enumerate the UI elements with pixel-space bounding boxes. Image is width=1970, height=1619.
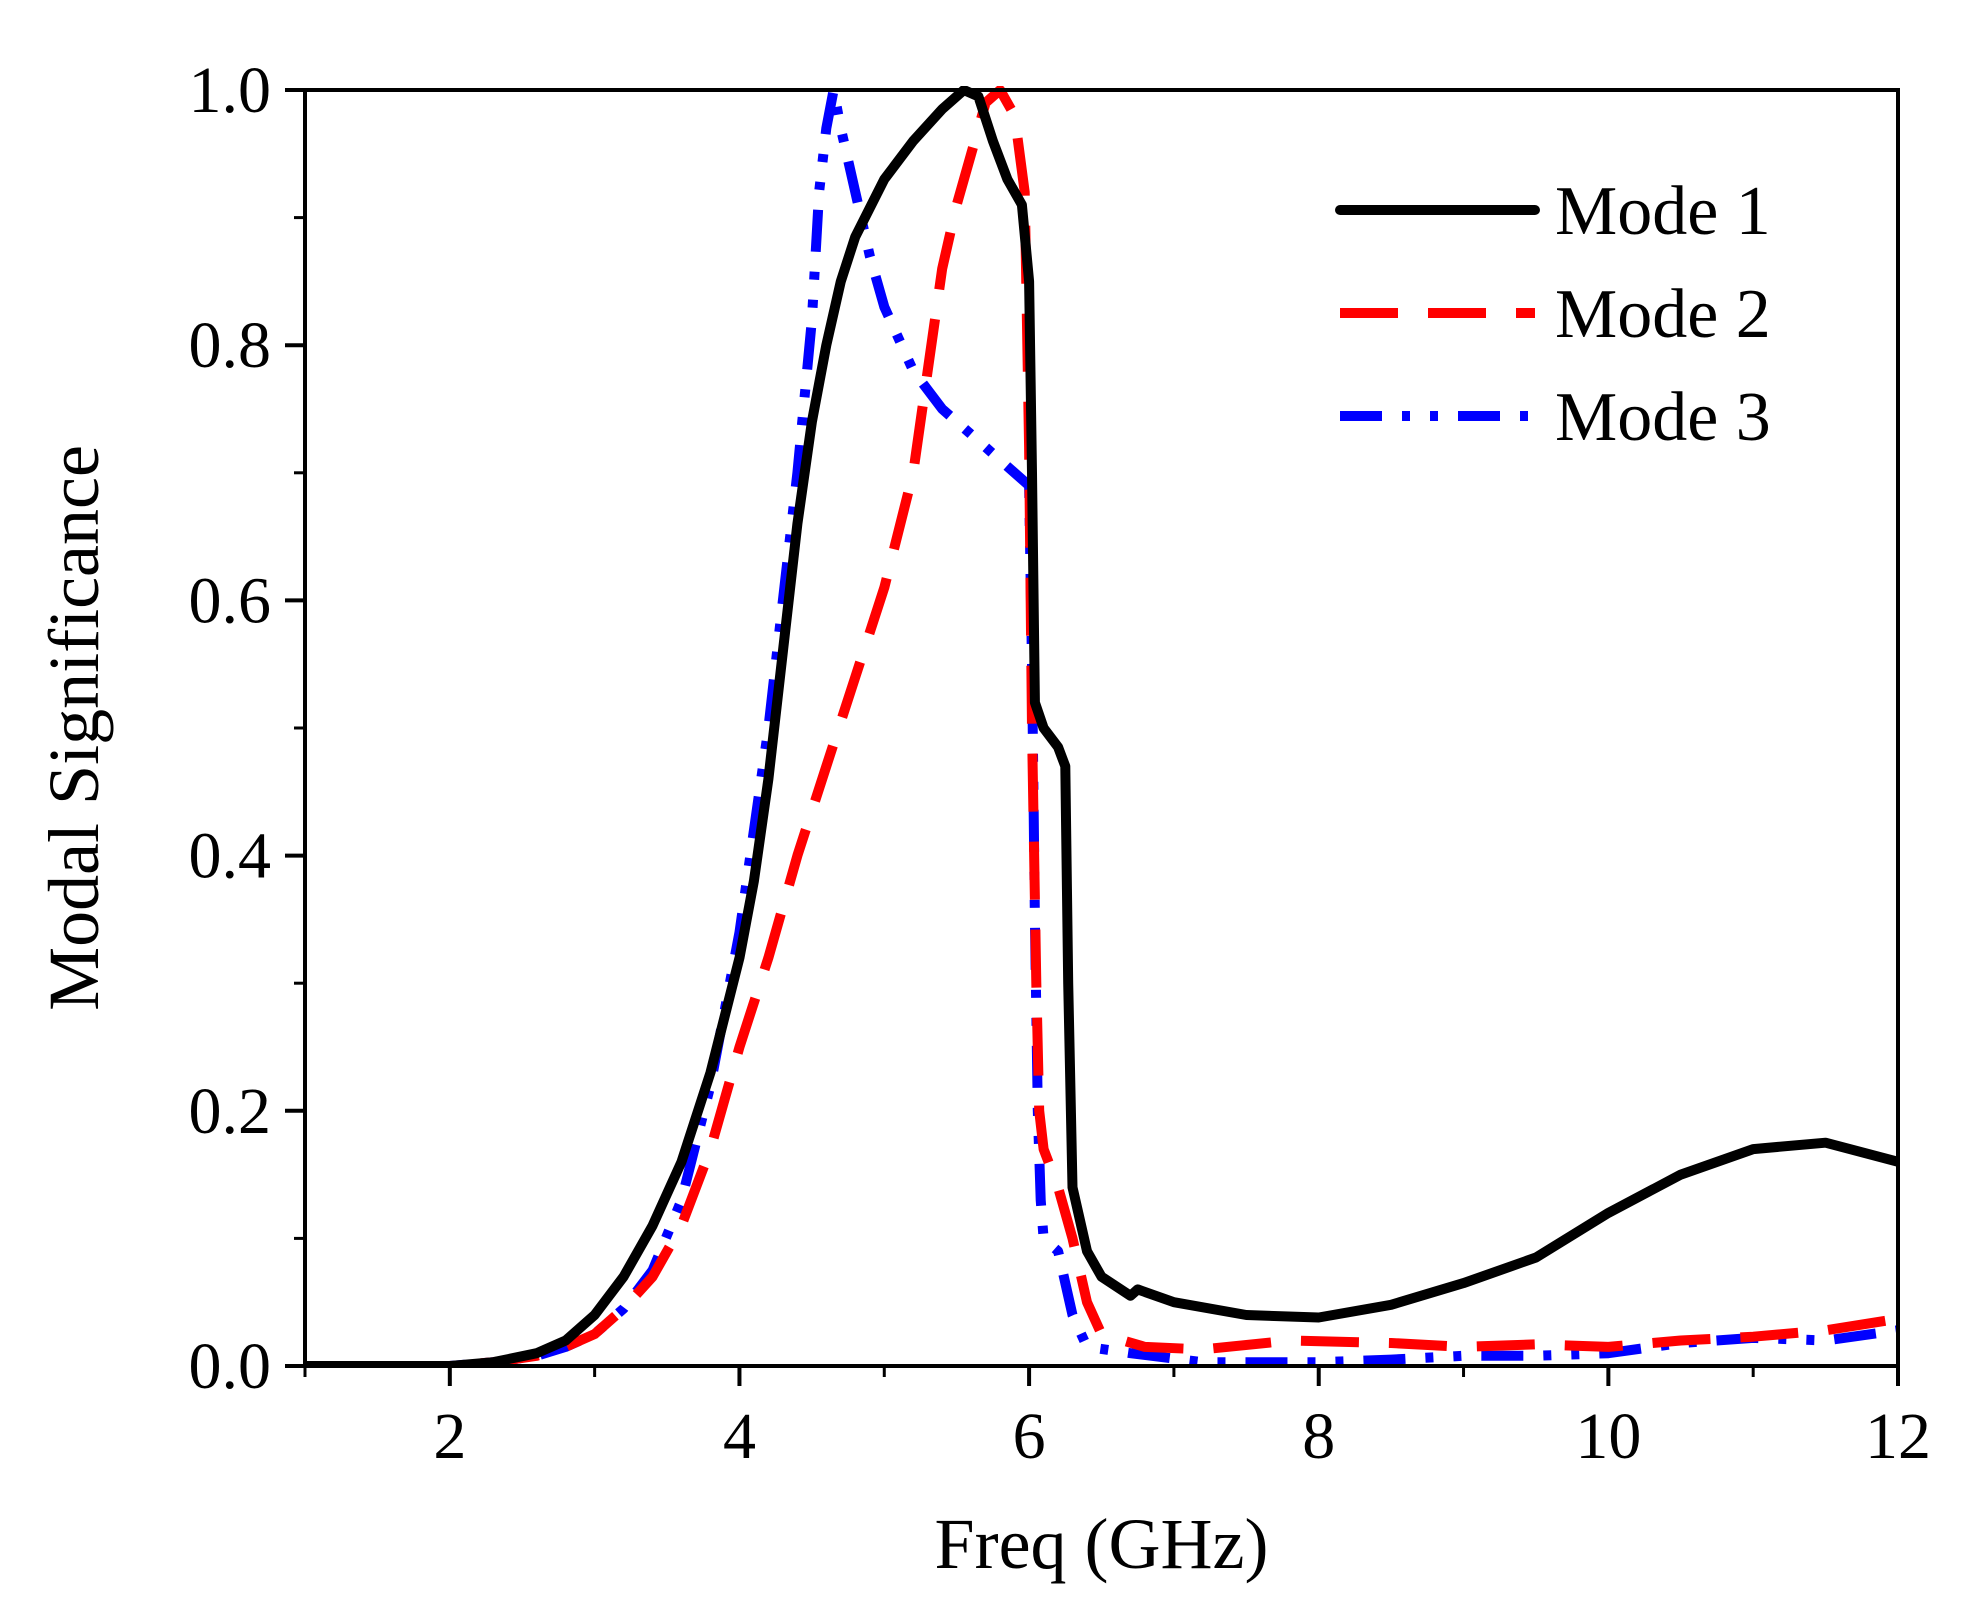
legend: Mode 1 Mode 2 Mode 3 <box>1335 173 1771 456</box>
x-tick-label-8: 8 <box>1302 1400 1335 1473</box>
x-tick-label-10: 10 <box>1575 1400 1641 1473</box>
y-tick-label-0.4: 0.4 <box>189 820 272 893</box>
y-tick-label-0.6: 0.6 <box>189 564 272 637</box>
series-layer <box>305 86 1898 1368</box>
x-tick-label-2: 2 <box>433 1400 466 1473</box>
ticks-layer: 2 4 6 8 10 12 0.0 0.2 0.4 0.6 0.8 1.0 <box>189 54 1932 1473</box>
y-axis-title: Modal Significance <box>34 445 114 1011</box>
y-tick-label-0: 0.0 <box>189 1330 272 1403</box>
series-line-mode-1 <box>305 86 1898 1368</box>
y-tick-label-1: 1.0 <box>189 54 272 127</box>
legend-label-mode-3: Mode 3 <box>1555 379 1771 456</box>
x-tick-label-12: 12 <box>1865 1400 1931 1473</box>
x-tick-label-6: 6 <box>1013 1400 1046 1473</box>
series-line-mode-2 <box>305 86 1898 1368</box>
x-tick-label-4: 4 <box>723 1400 756 1473</box>
legend-label-mode-1: Mode 1 <box>1555 173 1771 250</box>
legend-label-mode-2: Mode 2 <box>1555 276 1771 353</box>
y-tick-label-0.8: 0.8 <box>189 309 272 382</box>
y-tick-label-0.2: 0.2 <box>189 1075 272 1148</box>
x-axis-title: Freq (GHz) <box>935 1504 1269 1584</box>
